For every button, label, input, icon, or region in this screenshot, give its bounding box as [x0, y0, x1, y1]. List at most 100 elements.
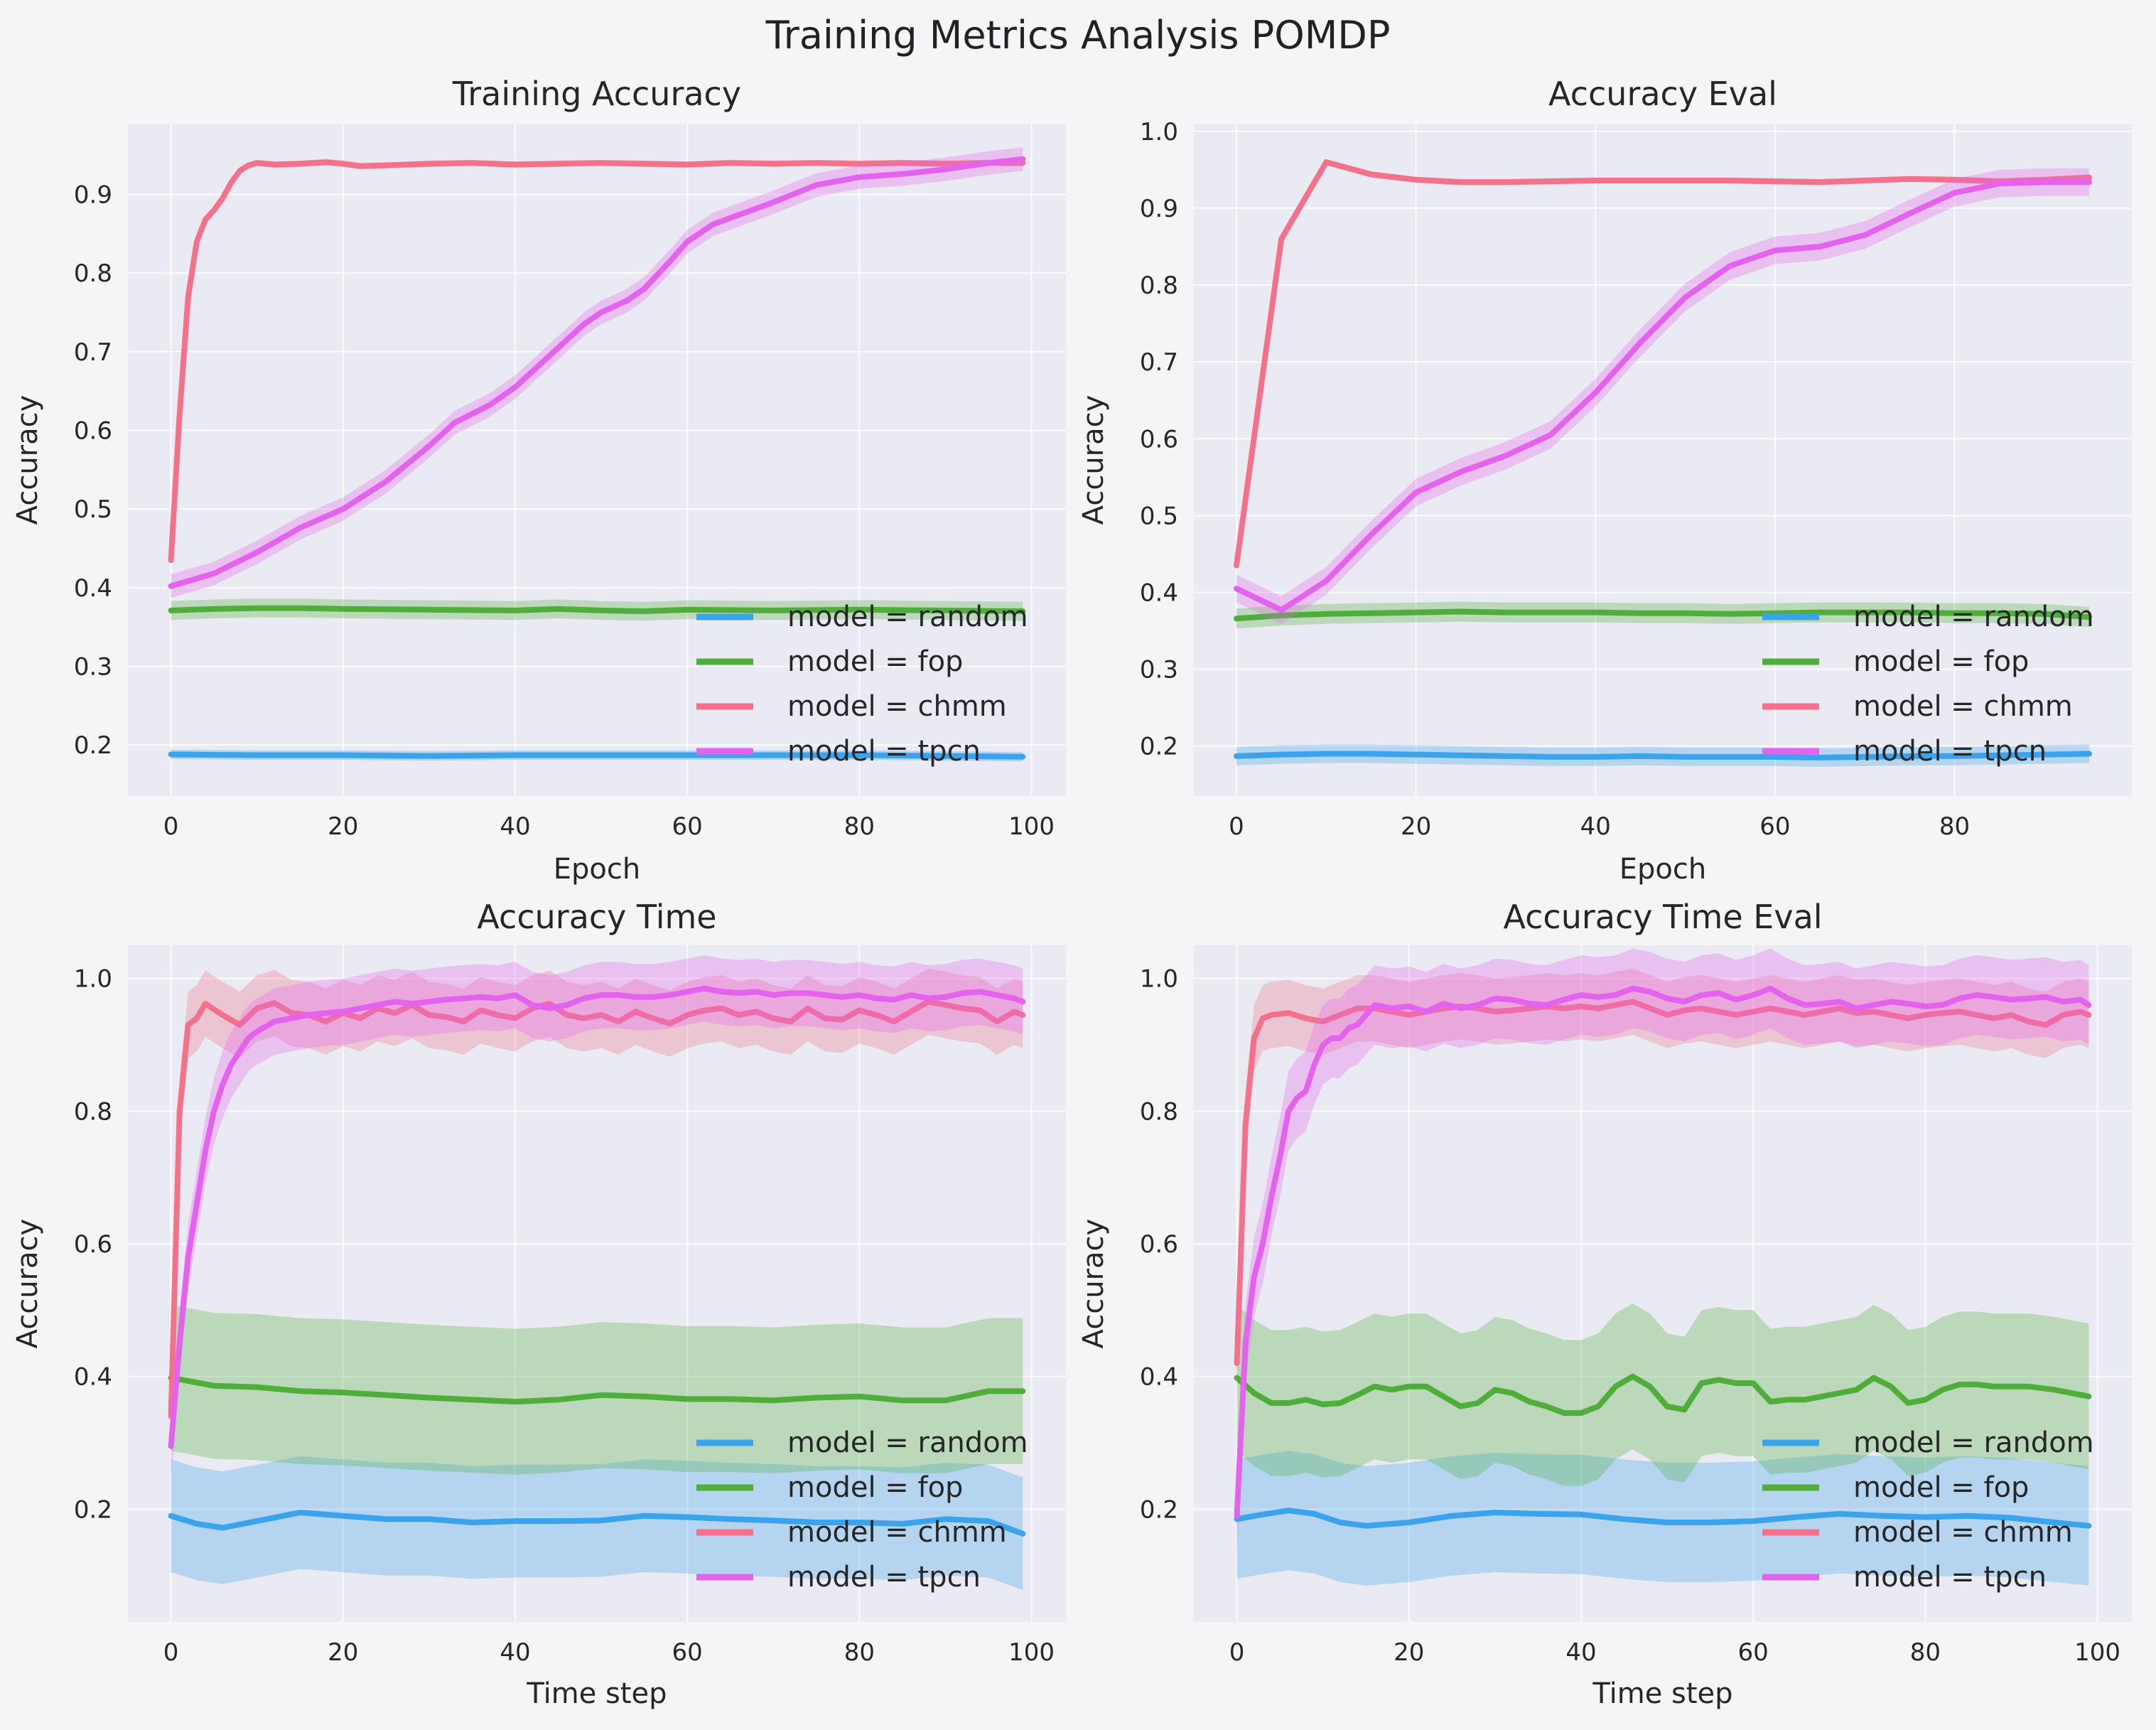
legend-label-chmm: model = chmm	[1853, 1516, 2073, 1549]
y-tick-label: 0.8	[74, 259, 112, 288]
x-tick-label: 80	[844, 812, 875, 841]
x-tick-label: 100	[1008, 812, 1055, 841]
y-axis-label: Accuracy	[1077, 1219, 1110, 1349]
x-tick-label: 100	[2074, 1638, 2120, 1667]
y-tick-label: 0.9	[1140, 195, 1178, 223]
y-axis-label: Accuracy	[1077, 395, 1110, 525]
chart-title: Accuracy Time	[477, 898, 716, 936]
legend-label-fop: model = fop	[1853, 645, 2029, 678]
x-tick-label: 40	[500, 812, 530, 841]
legend-label-tpcn: model = tpcn	[1853, 735, 2047, 768]
legend-label-tpcn: model = tpcn	[787, 735, 981, 768]
x-tick-label: 20	[1401, 812, 1431, 841]
x-tick-label: 60	[1759, 812, 1790, 841]
y-tick-label: 0.3	[74, 652, 112, 681]
series-band-chmm	[171, 968, 1023, 1450]
x-tick-label: 80	[1939, 812, 1970, 841]
series-band-tpcn	[171, 955, 1023, 1480]
series-band-tpcn	[1236, 168, 2089, 624]
x-tick-label: 20	[328, 812, 358, 841]
series-line-chmm	[168, 999, 1026, 1419]
series-line-tpcn	[168, 985, 1026, 1449]
series-line-chmm	[168, 159, 1026, 564]
y-tick-label: 0.6	[1140, 1230, 1178, 1259]
series-group	[168, 955, 1026, 1591]
series-line-random	[1234, 751, 2092, 761]
series-line-tpcn	[1234, 179, 2092, 613]
y-tick-label: 0.6	[74, 1230, 112, 1259]
y-tick-label: 0.3	[1140, 656, 1178, 684]
y-tick-label: 0.6	[74, 417, 112, 446]
y-tick-label: 0.2	[74, 1495, 112, 1524]
series-band-fop	[171, 1304, 1023, 1475]
legend-label-tpcn: model = tpcn	[787, 1561, 981, 1594]
y-tick-label: 0.7	[1140, 348, 1178, 377]
y-tick-label: 0.7	[74, 338, 112, 367]
series-group	[168, 147, 1026, 762]
legend-label-fop: model = fop	[787, 1471, 963, 1504]
chart-title: Accuracy Time Eval	[1503, 898, 1822, 936]
y-axis-label: Accuracy	[11, 1219, 44, 1349]
y-tick-label: 0.5	[74, 495, 112, 524]
x-tick-label: 40	[1565, 1638, 1596, 1667]
chart-panel-1: 0 20 40 60 80 100 0.2 0.3 0.4 0.5 0.6 0.7 0.8 0.9 Trai…	[11, 75, 1066, 886]
x-tick-label: 40	[500, 1638, 530, 1667]
plot-area	[1194, 124, 2132, 796]
series-line-fop	[168, 1375, 1026, 1405]
chart-panel-4: 0 20 40 60 80 100 0.2 0.4 0.6 0.8 1.0 Accuracy Time…	[1077, 898, 2132, 1710]
series-group	[1234, 159, 2092, 767]
series-line-chmm	[1234, 159, 2092, 569]
legend-label-random: model = random	[787, 1427, 1028, 1459]
y-tick-label: 1.0	[1140, 965, 1178, 994]
series-line-chmm	[1234, 999, 2092, 1366]
y-tick-label: 0.2	[1140, 733, 1178, 761]
y-tick-label: 1.0	[74, 965, 112, 994]
legend-label-chmm: model = chmm	[787, 1516, 1007, 1549]
y-tick-label: 0.4	[1140, 1363, 1178, 1392]
y-tick-label: 0.8	[74, 1097, 112, 1126]
series-band-random	[1236, 1451, 2089, 1586]
y-tick-label: 0.9	[74, 181, 112, 210]
y-tick-label: 0.2	[1140, 1495, 1178, 1524]
chart-panel-2: 0 20 40 60 80 0.2 0.3 0.4 0.5 0.6 0.7 0.8 0.9 1.0 Accu…	[1077, 75, 2132, 886]
series-line-fop	[1234, 1373, 2092, 1416]
legend-label-random: model = random	[1853, 601, 2094, 633]
y-tick-label: 1.0	[1140, 118, 1178, 146]
legend-label-fop: model = fop	[787, 645, 963, 678]
x-axis-label: Time step	[526, 1677, 667, 1710]
x-tick-label: 0	[163, 1638, 179, 1667]
x-tick-label: 60	[672, 812, 703, 841]
x-tick-label: 0	[1229, 812, 1244, 841]
x-axis-label: Time step	[1592, 1677, 1732, 1710]
x-axis-label: Epoch	[554, 853, 640, 886]
series-band-fop	[1236, 1304, 2089, 1486]
series-group	[1234, 948, 2092, 1586]
series-band-chmm	[1236, 968, 2089, 1397]
chart-title: Accuracy Eval	[1548, 75, 1777, 113]
legend-label-random: model = random	[787, 601, 1028, 633]
series-line-random	[168, 751, 1026, 760]
y-tick-label: 0.4	[74, 1363, 112, 1392]
y-tick-label: 0.6	[1140, 425, 1178, 453]
x-tick-label: 0	[1229, 1638, 1245, 1667]
series-line-fop	[1234, 608, 2092, 622]
series-line-tpcn	[168, 156, 1026, 589]
legend-label-chmm: model = chmm	[1853, 690, 2073, 723]
y-tick-label: 0.4	[74, 574, 112, 603]
x-tick-label: 100	[1008, 1638, 1055, 1667]
x-axis-label: Epoch	[1619, 853, 1706, 886]
plot-area	[128, 124, 1066, 796]
y-tick-label: 0.8	[1140, 1097, 1178, 1126]
x-tick-label: 60	[672, 1638, 703, 1667]
x-tick-label: 20	[1394, 1638, 1424, 1667]
series-line-tpcn	[1234, 985, 2092, 1519]
x-tick-label: 80	[1910, 1638, 1941, 1667]
y-axis-label: Accuracy	[11, 395, 44, 525]
legend-label-tpcn: model = tpcn	[1853, 1561, 2047, 1594]
chart-title: Training Accuracy	[452, 75, 741, 113]
chart-panel-3: 0 20 40 60 80 100 0.2 0.4 0.6 0.8 1.0 Accuracy Time…	[11, 898, 1066, 1710]
x-tick-label: 80	[844, 1638, 875, 1667]
x-tick-label: 0	[163, 812, 179, 841]
